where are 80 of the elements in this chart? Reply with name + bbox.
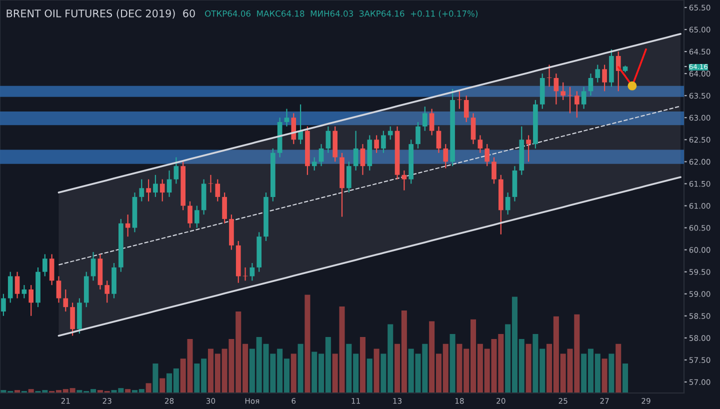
candlestick [22, 284, 27, 299]
candlestick [416, 121, 420, 150]
candlestick [250, 262, 255, 282]
candlestick [153, 174, 158, 198]
candlestick [63, 288, 68, 312]
candlestick [464, 95, 469, 123]
candlestick [388, 126, 393, 140]
candlestick [14, 271, 20, 299]
candlestick [492, 156, 496, 184]
candlestick [602, 64, 607, 92]
line-series [58, 106, 682, 266]
bar [360, 336, 366, 393]
bar [146, 383, 152, 393]
candlestick [554, 73, 559, 105]
bar [160, 378, 166, 393]
candlestick [560, 82, 566, 101]
candlestick [125, 214, 130, 238]
candlestick [222, 192, 227, 224]
bar [608, 354, 614, 393]
bar [298, 344, 304, 393]
candlestick [139, 178, 144, 202]
bar [290, 354, 296, 393]
bar [622, 364, 628, 393]
candlestick [470, 112, 476, 145]
candlestick [381, 130, 386, 154]
candlestick [443, 144, 448, 169]
candlestick [546, 64, 552, 88]
candlestick [104, 280, 110, 304]
candlestick [90, 251, 96, 282]
candlestick [346, 161, 352, 194]
bar [526, 344, 532, 393]
candlestick [422, 106, 428, 132]
candlestick [215, 178, 220, 202]
text: ОТКР64.06 МАКС64.18 МИН64.03 ЗАКР64.16 +0.11 (+0.17%) [205, 10, 478, 18]
candlestick [436, 126, 442, 154]
bar [450, 334, 456, 393]
candlestick [588, 73, 594, 96]
candlestick [166, 170, 172, 198]
candlestick [188, 200, 192, 228]
candlestick [484, 144, 490, 167]
candlestick [194, 205, 200, 228]
candlestick [574, 90, 580, 118]
candlestick [616, 50, 621, 92]
candlestick [478, 134, 483, 154]
candlestick [160, 178, 165, 202]
line-series [58, 33, 682, 194]
candlestick [568, 86, 572, 114]
bar [616, 344, 622, 393]
candlestick [28, 284, 34, 316]
candlestick [298, 104, 303, 145]
bar [374, 348, 380, 393]
candlestick [374, 134, 379, 154]
candlestick [49, 254, 54, 286]
bar [152, 364, 158, 393]
bar [304, 294, 310, 393]
candlestick [70, 302, 75, 336]
candlestick [429, 108, 434, 136]
candlestick [1, 293, 6, 316]
bar [366, 358, 372, 393]
candlestick [8, 271, 13, 304]
line-series [58, 176, 682, 337]
candlestick [326, 126, 331, 154]
candlestick [457, 90, 462, 110]
candlestick [360, 144, 366, 176]
candlestick [291, 112, 296, 145]
text: BRENT OIL FUTURES (DEC 2019) 60 [6, 9, 195, 19]
candlestick [526, 134, 531, 162]
candlestick [312, 156, 317, 172]
candlestick [318, 144, 324, 167]
candlestick [595, 64, 600, 83]
candlestick [174, 156, 179, 184]
candlestick [284, 108, 290, 127]
bar [602, 358, 608, 393]
candlestick [56, 276, 62, 304]
candlestick [581, 86, 586, 110]
candlestick [353, 130, 358, 172]
candlestick [42, 254, 48, 277]
candlestick [146, 178, 151, 202]
candlestick [402, 170, 407, 191]
candlestick [505, 192, 510, 216]
